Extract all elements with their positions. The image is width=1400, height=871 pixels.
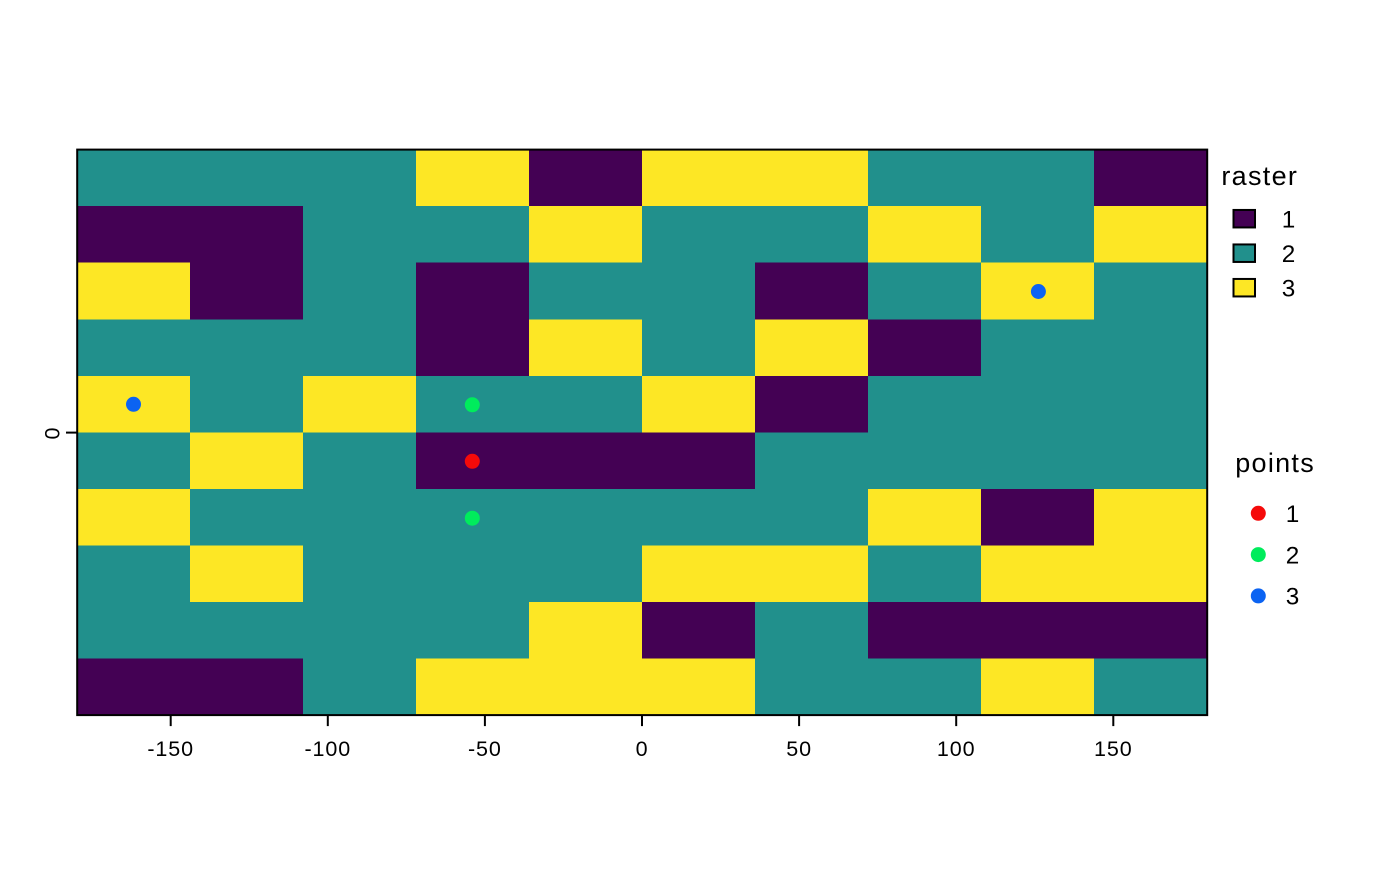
svg-text:-50: -50 <box>468 737 502 761</box>
svg-text:50: 50 <box>786 737 812 761</box>
svg-text:raster: raster <box>1221 161 1298 191</box>
svg-text:0: 0 <box>40 427 64 440</box>
svg-text:0: 0 <box>636 737 649 761</box>
svg-text:-100: -100 <box>304 737 351 761</box>
svg-text:2: 2 <box>1286 542 1300 569</box>
svg-text:3: 3 <box>1286 584 1300 611</box>
svg-text:points: points <box>1235 448 1315 478</box>
svg-text:3: 3 <box>1282 275 1296 302</box>
svg-text:2: 2 <box>1282 241 1296 268</box>
svg-text:1: 1 <box>1286 501 1300 528</box>
svg-text:-150: -150 <box>147 737 194 761</box>
svg-text:100: 100 <box>937 737 976 761</box>
svg-text:150: 150 <box>1094 737 1133 761</box>
svg-text:1: 1 <box>1282 206 1296 233</box>
